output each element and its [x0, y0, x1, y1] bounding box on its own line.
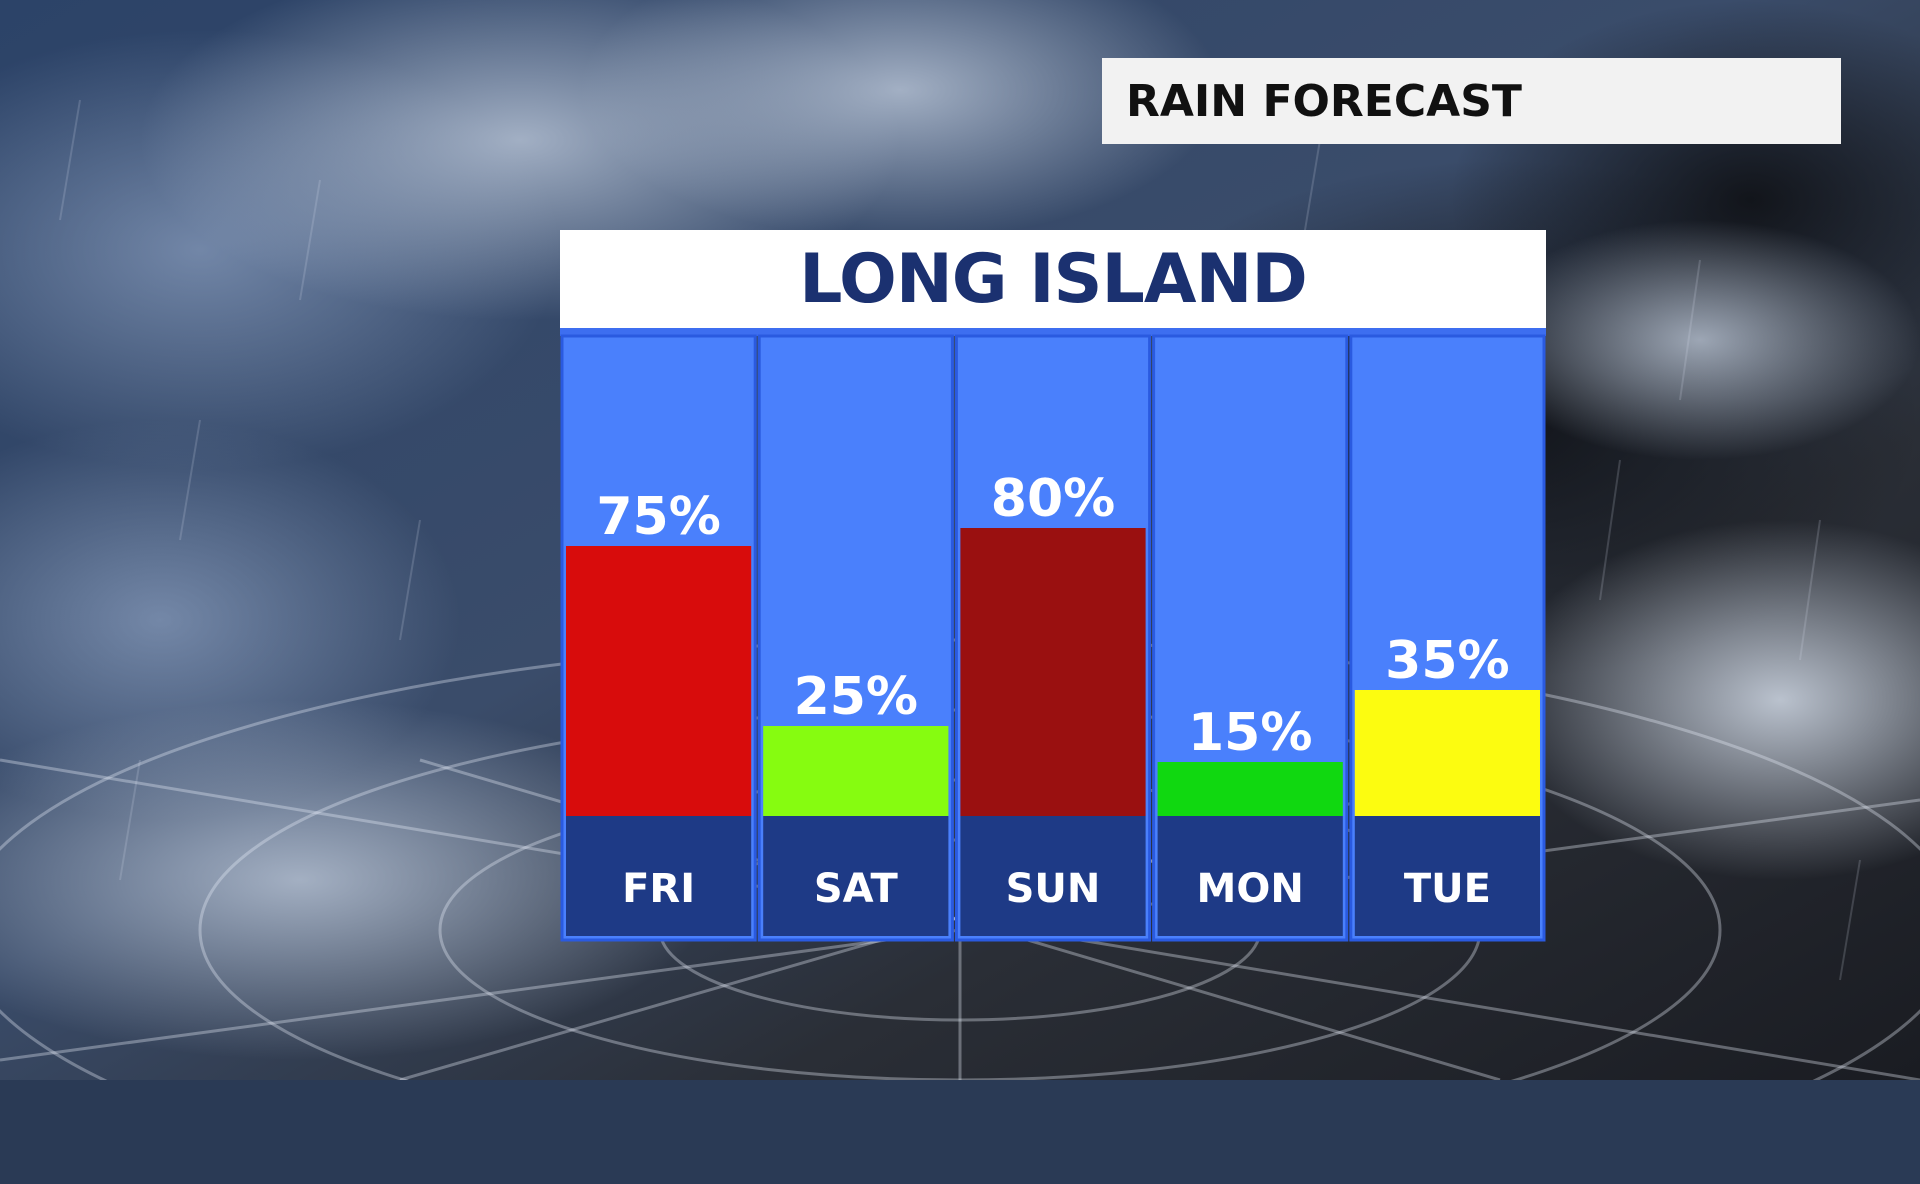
day-label-band [960, 816, 1146, 936]
panel-title-bar: LONG ISLAND [560, 230, 1546, 328]
value-label-mon: 15% [1188, 703, 1312, 763]
category-label-sat: SAT [814, 866, 899, 912]
day-column-mon: 15% MON [1152, 334, 1349, 942]
day-label-band [1157, 816, 1343, 936]
headline-title: RAIN FORECAST [1126, 75, 1522, 127]
day-label-band [1354, 816, 1540, 936]
bar-mon [1157, 762, 1343, 816]
category-label-sun: SUN [1006, 866, 1101, 912]
headline-banner: RAIN FORECAST [1102, 58, 1841, 144]
day-column-tue: 35% TUE [1349, 334, 1546, 942]
category-label-mon: MON [1197, 866, 1304, 912]
day-column-sat: 25% SAT [757, 334, 954, 942]
day-column-sun: 80% SUN [954, 334, 1152, 942]
value-label-tue: 35% [1385, 631, 1509, 691]
bar-sat [763, 726, 949, 816]
bar-tue [1354, 690, 1540, 816]
day-label-band [763, 816, 949, 936]
value-label-sat: 25% [794, 667, 918, 727]
panel-title-divider [560, 328, 1546, 336]
day-label-band [566, 816, 752, 936]
bar-sun [960, 528, 1146, 816]
day-column-fri: 75% FRI [560, 334, 757, 942]
forecast-panel: LONG ISLAND 75% FRI 25% SAT 80% SUN 15% MON 35% T… [560, 230, 1546, 950]
bar-chart-svg: 75% FRI 25% SAT 80% SUN 15% MON 35% TUE [560, 334, 1546, 942]
value-label-fri: 75% [596, 487, 720, 547]
panel-title: LONG ISLAND [799, 239, 1308, 319]
value-label-sun: 80% [991, 469, 1115, 529]
category-label-tue: TUE [1404, 866, 1491, 912]
category-label-fri: FRI [622, 866, 695, 912]
bar-fri [566, 546, 752, 816]
rain-chance-chart: 75% FRI 25% SAT 80% SUN 15% MON 35% TUE [560, 334, 1546, 1180]
